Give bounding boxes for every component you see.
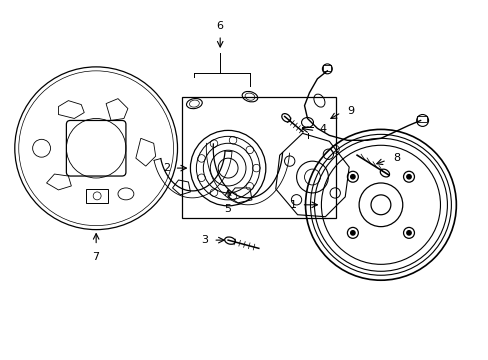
Circle shape [350,175,354,179]
Bar [416,117,426,122]
Text: 4: 4 [319,124,326,134]
Bar [182,96,336,218]
Bar [323,65,331,71]
Text: 3: 3 [201,235,208,245]
Text: 2: 2 [163,163,170,173]
Text: 7: 7 [92,252,100,262]
Text: 1: 1 [289,200,296,210]
Bar [86,189,108,203]
Text: 9: 9 [346,105,354,116]
Text: 6: 6 [216,21,223,31]
Circle shape [406,231,410,235]
Circle shape [350,231,354,235]
Text: 5: 5 [224,204,231,214]
Text: 8: 8 [392,153,399,163]
Circle shape [406,175,410,179]
